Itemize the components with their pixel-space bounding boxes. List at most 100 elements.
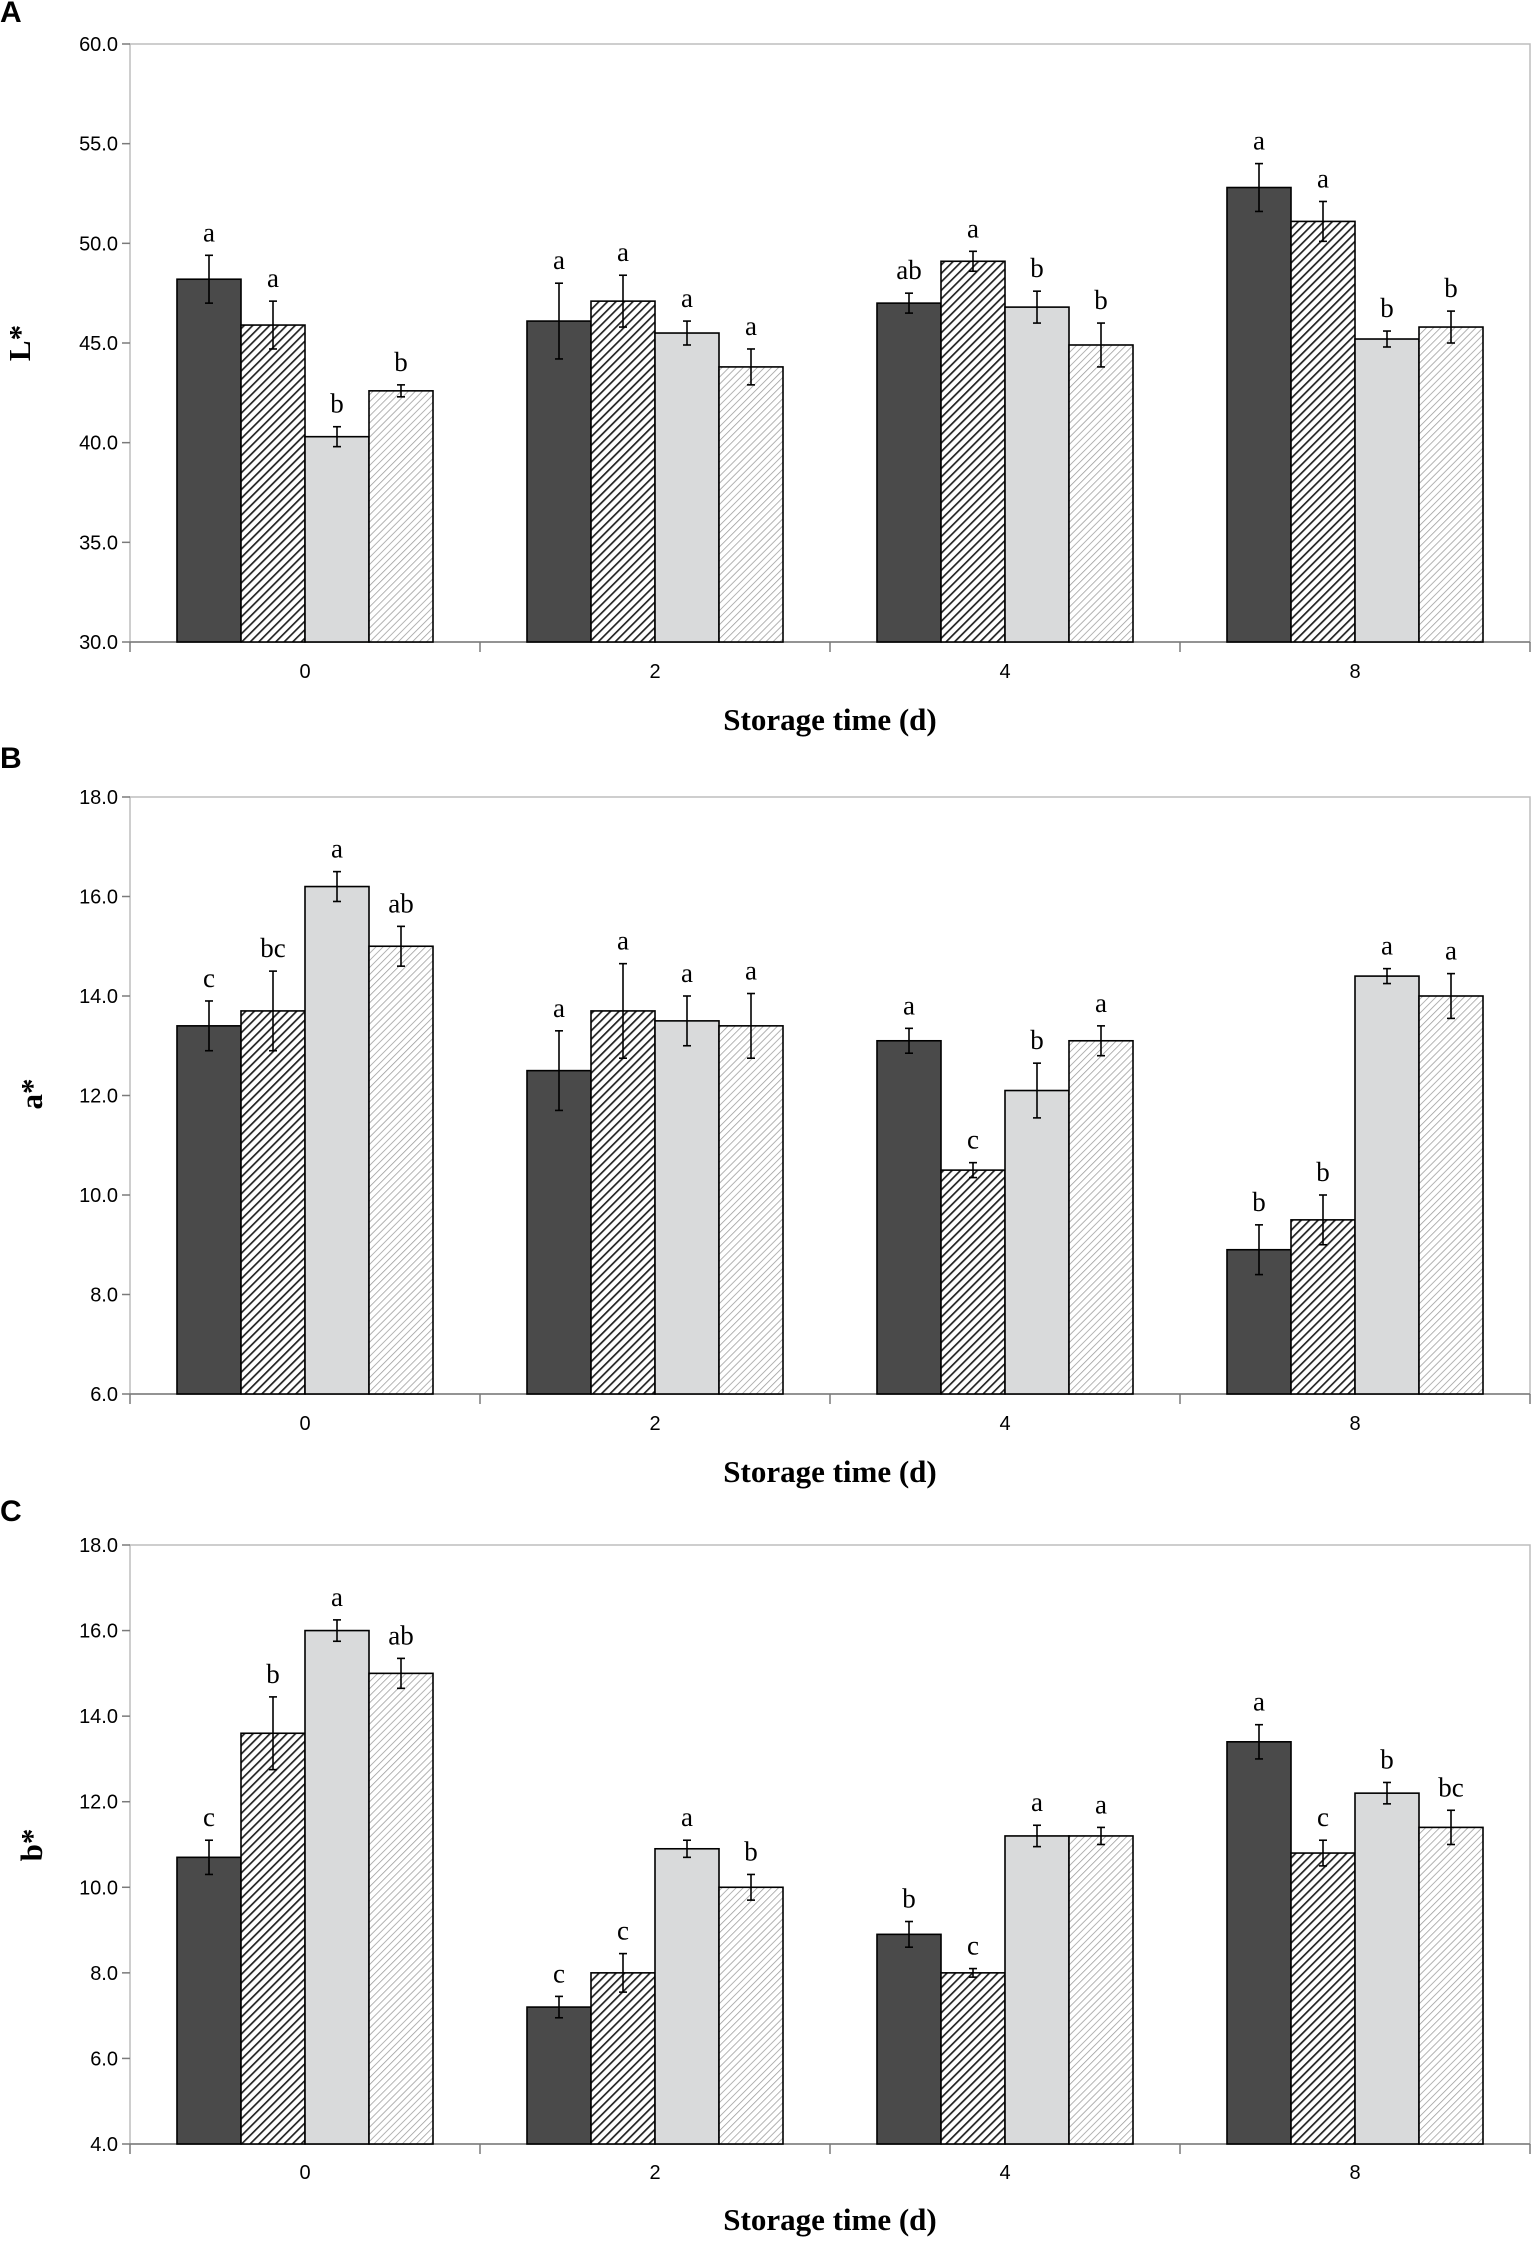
x-tick-label: 8	[1349, 661, 1360, 683]
bar	[176, 1856, 242, 2145]
bar	[1068, 1835, 1134, 2145]
significance-label: c	[1317, 1802, 1329, 1832]
x-tick-label: 0	[299, 661, 310, 683]
significance-label: c	[203, 1802, 215, 1832]
bar	[718, 1025, 784, 1395]
bar	[176, 278, 242, 643]
x-tick-label: 2	[649, 1413, 660, 1435]
bar	[1226, 186, 1292, 643]
significance-label: a	[1031, 1787, 1043, 1817]
bar	[1354, 1792, 1420, 2145]
x-tick-label: 4	[999, 1413, 1010, 1435]
y-axis-title: L*	[2, 325, 37, 361]
significance-label: b	[1094, 285, 1108, 315]
x-axis-title: Storage time (d)	[723, 1454, 937, 1489]
significance-label: a	[553, 993, 565, 1023]
y-tick-label: 18.0	[79, 787, 118, 809]
y-tick-label: 18.0	[79, 1535, 118, 1557]
y-tick-label: 30.0	[79, 632, 118, 654]
significance-label: b	[744, 1836, 758, 1866]
significance-label: c	[617, 1916, 629, 1946]
bar	[368, 1672, 434, 2145]
significance-label: ab	[896, 255, 921, 285]
significance-label: b	[1316, 1157, 1330, 1187]
y-tick-label: 10.0	[79, 1185, 118, 1207]
significance-label: b	[330, 389, 344, 419]
bar	[876, 1933, 942, 2145]
bar	[526, 2006, 592, 2145]
significance-label: bc	[260, 933, 286, 963]
x-tick-label: 8	[1349, 2162, 1360, 2184]
significance-label: a	[1317, 163, 1329, 193]
bar	[240, 1732, 306, 2145]
significance-label: bc	[1438, 1772, 1464, 1802]
significance-label: a	[1253, 1687, 1265, 1717]
significance-label: ab	[388, 888, 413, 918]
y-tick-label: 50.0	[79, 233, 118, 255]
significance-label: a	[331, 1582, 343, 1612]
y-tick-label: 8.0	[90, 1963, 118, 1985]
significance-label: b	[266, 1659, 280, 1689]
bar	[1418, 995, 1484, 1395]
bar	[718, 1886, 784, 2145]
significance-label: c	[553, 1958, 565, 1988]
significance-label: b	[1252, 1187, 1266, 1217]
bar	[940, 1972, 1006, 2145]
bar	[654, 332, 720, 643]
x-tick-label: 2	[649, 661, 660, 683]
significance-label: a	[1381, 931, 1393, 961]
chart-panel-c: C4.06.08.010.012.014.016.018.00 2 4 8ccbabc…	[0, 1495, 1531, 2237]
significance-label: b	[1380, 1744, 1394, 1774]
significance-label: a	[1095, 988, 1107, 1018]
significance-label: a	[1095, 1789, 1107, 1819]
x-tick-label: 8	[1349, 1413, 1360, 1435]
bar	[526, 1069, 592, 1395]
y-tick-label: 60.0	[79, 34, 118, 56]
significance-label: c	[203, 963, 215, 993]
significance-label: a	[203, 217, 215, 247]
bar	[1004, 1089, 1070, 1395]
y-tick-label: 16.0	[79, 1621, 118, 1643]
bar	[304, 885, 370, 1395]
y-tick-label: 35.0	[79, 532, 118, 554]
x-tick-label: 2	[649, 2162, 660, 2184]
significance-label: b	[1030, 1025, 1044, 1055]
significance-label: a	[267, 263, 279, 293]
bar	[1290, 220, 1356, 643]
significance-label: a	[745, 311, 757, 341]
bar	[1226, 1741, 1292, 2145]
y-tick-label: 12.0	[79, 1792, 118, 1814]
bar	[526, 320, 592, 643]
y-tick-label: 8.0	[90, 1285, 118, 1307]
x-tick-label: 0	[299, 2162, 310, 2184]
bar	[368, 945, 434, 1395]
y-tick-label: 14.0	[79, 986, 118, 1008]
significance-label: a	[331, 834, 343, 864]
bar	[876, 302, 942, 643]
bar	[654, 1847, 720, 2145]
y-tick-label: 6.0	[90, 2048, 118, 2070]
bar	[590, 1010, 656, 1395]
significance-label: a	[681, 1802, 693, 1832]
y-tick-label: 6.0	[90, 1384, 118, 1406]
bar	[940, 1169, 1006, 1395]
bar	[240, 1010, 306, 1395]
significance-label: ab	[388, 1620, 413, 1650]
bar	[176, 1025, 242, 1395]
significance-label: a	[745, 956, 757, 986]
y-tick-label: 16.0	[79, 887, 118, 909]
bar	[1068, 1039, 1134, 1395]
significance-label: a	[903, 990, 915, 1020]
bar	[654, 1020, 720, 1395]
y-tick-label: 10.0	[79, 1877, 118, 1899]
significance-label: b	[1030, 253, 1044, 283]
y-axis-title: a*	[14, 1079, 49, 1110]
bar	[304, 1629, 370, 2145]
significance-label: a	[681, 283, 693, 313]
bar	[1004, 306, 1070, 643]
significance-label: c	[967, 1125, 979, 1155]
y-tick-label: 14.0	[79, 1706, 118, 1728]
panel-letter: C	[0, 1495, 22, 1528]
